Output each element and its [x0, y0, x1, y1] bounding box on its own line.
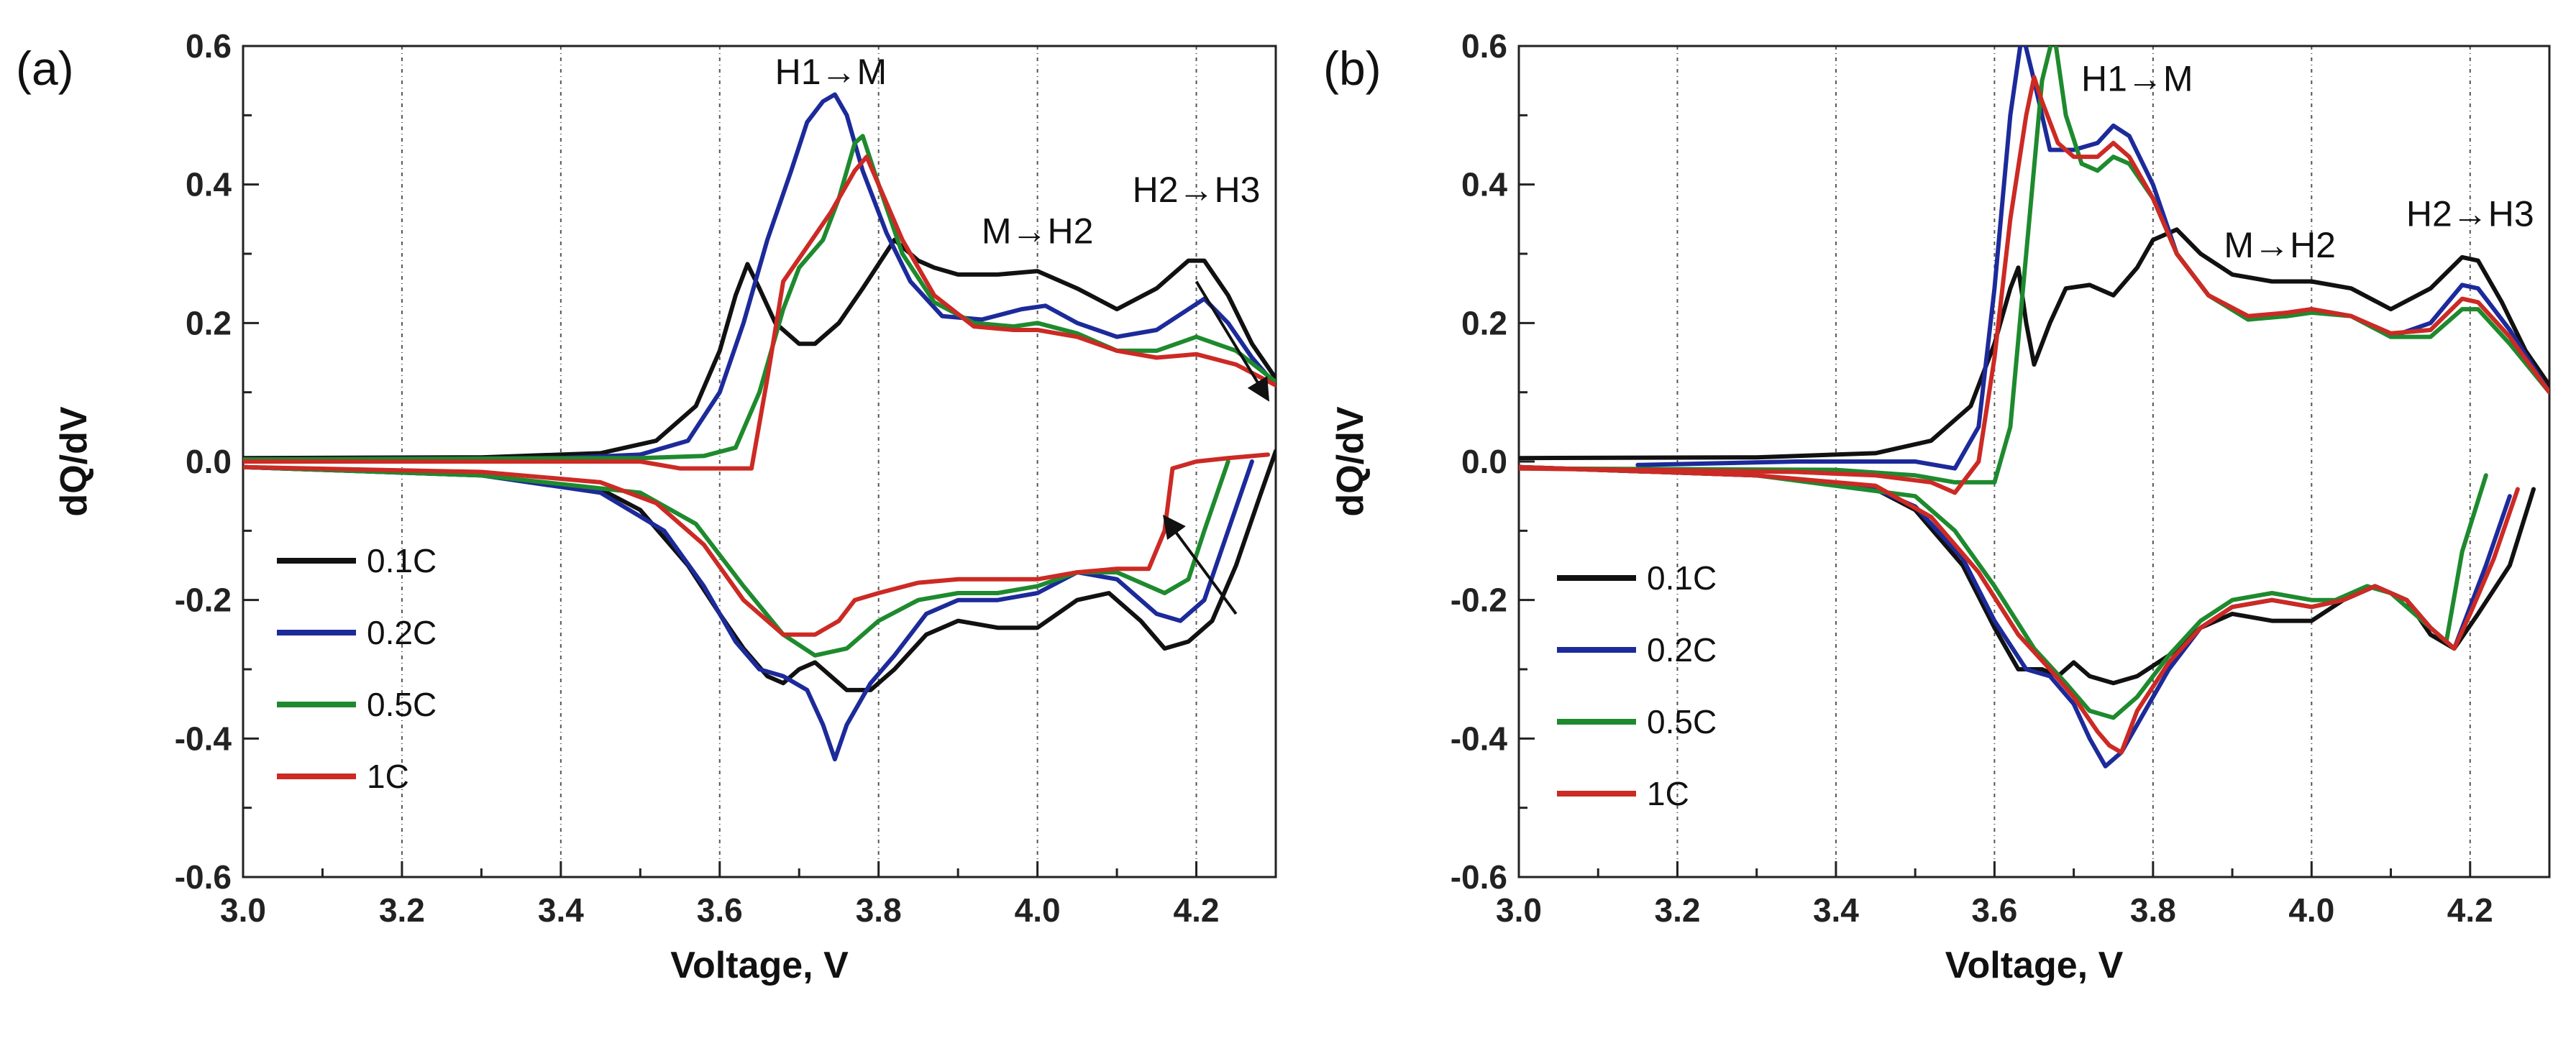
- series-1C-charge-line: [1519, 75, 2549, 495]
- legend-label: 0.5C: [367, 686, 437, 723]
- x-tick-label: 4.0: [2288, 891, 2334, 929]
- x-tick-label: 3.4: [1813, 891, 1859, 929]
- series-1C-discharge-line: [1519, 464, 2520, 755]
- y-tick-label: 0.4: [186, 166, 232, 203]
- annotation-label: H2→H3: [1133, 170, 1261, 210]
- x-tick-label: 3.2: [1654, 891, 1700, 929]
- panel-label: (b): [1323, 42, 1381, 95]
- x-tick-label: 3.0: [1496, 891, 1542, 929]
- x-tick-label: 3.0: [220, 891, 266, 929]
- x-tick-label: 3.4: [538, 891, 584, 929]
- x-axis-title: Voltage, V: [1945, 945, 2124, 986]
- panel-label: (a): [16, 42, 74, 95]
- x-tick-label: 4.2: [1174, 891, 1220, 929]
- y-tick-label: -0.2: [175, 582, 232, 619]
- series-0.1C-discharge-line: [1519, 464, 2536, 686]
- y-tick-label: 0.4: [1461, 166, 1507, 203]
- series-0.5C-charge-line: [1519, 46, 2549, 485]
- x-axis-title: Voltage, V: [670, 945, 849, 986]
- y-tick-label: 0.2: [186, 304, 232, 341]
- y-axis-title: dQ/dV: [53, 406, 95, 516]
- legend-label: 0.1C: [1647, 559, 1717, 597]
- panel-b: (b) 3.0 3.2 3.4 3.6 3.8 4.0 4.2 -0.6 -0.4 -0.2 0.0 0…: [1323, 27, 2551, 986]
- x-tick-label: 3.8: [2130, 891, 2176, 929]
- y-tick-label: 0.6: [186, 27, 232, 65]
- y-tick-label: -0.6: [175, 858, 232, 896]
- y-tick-label: -0.4: [1451, 720, 1508, 757]
- y-tick-label: 0.2: [1461, 304, 1507, 341]
- annotation-arrow: [1162, 514, 1238, 615]
- series-1C-charge-line: [243, 155, 1276, 471]
- series-1C-discharge-line: [243, 452, 1270, 637]
- legend-label: 0.5C: [1647, 703, 1717, 740]
- y-tick-label: -0.2: [1451, 582, 1507, 619]
- annotation-label: M→H2: [2224, 225, 2336, 265]
- annotation-arrow: [1195, 280, 1270, 402]
- x-tick-label: 3.6: [697, 891, 743, 929]
- annotation-label: H2→H3: [2406, 193, 2534, 234]
- legend-label: 1C: [1647, 775, 1689, 812]
- series-0.2C-charge-line: [1635, 46, 2549, 471]
- x-tick-label: 3.2: [379, 891, 425, 929]
- y-tick-label: -0.4: [175, 720, 232, 757]
- x-tick-label: 3.6: [1971, 891, 2017, 929]
- y-axis-title: dQ/dV: [1330, 406, 1371, 516]
- y-tick-label: 0.0: [1461, 443, 1507, 480]
- legend-label: 0.2C: [1647, 631, 1717, 669]
- series-0.2C-charge-line: [243, 92, 1276, 462]
- y-tick-label: 0.0: [186, 443, 232, 480]
- legend-label: 0.1C: [367, 542, 437, 579]
- legend-label: 1C: [367, 758, 409, 795]
- y-tick-label: 0.6: [1461, 27, 1507, 65]
- annotation-label: H1→M: [2081, 59, 2193, 99]
- legend-label: 0.2C: [367, 614, 437, 651]
- series-0.5C-discharge-line: [1519, 464, 2488, 720]
- annotation-label: H1→M: [775, 52, 887, 92]
- panel-a: (a) 3.0 3.2 3.4 3.6 3.8 4.0 4.2 -0.6 -0.4 -0.2 0.0 0…: [16, 27, 1277, 986]
- series-0.1C-charge-line: [243, 237, 1276, 461]
- series-0.5C-discharge-line: [243, 459, 1230, 658]
- series-0.2C-discharge-line: [243, 459, 1254, 762]
- y-tick-label: -0.6: [1451, 858, 1507, 896]
- x-tick-label: 3.8: [856, 891, 902, 929]
- x-tick-label: 4.0: [1015, 891, 1061, 929]
- plot-area: [1519, 46, 2549, 768]
- x-tick-label: 4.2: [2447, 891, 2493, 929]
- plot-area: [243, 92, 1276, 762]
- annotation-label: M→H2: [982, 211, 1094, 252]
